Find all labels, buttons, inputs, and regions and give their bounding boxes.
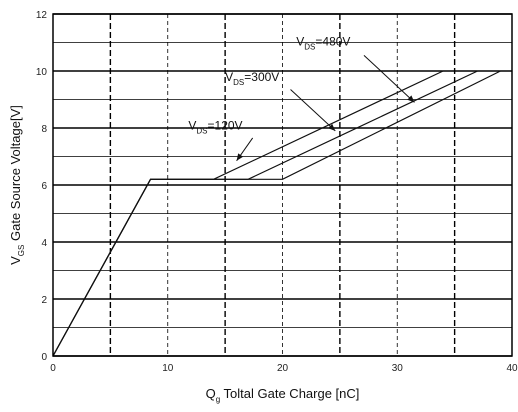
annotations: VDS=120V VDS=300V VDS=480V <box>188 34 415 162</box>
y-tick-label: 2 <box>41 295 47 306</box>
x-tick-label: 10 <box>162 363 174 374</box>
annotation-arrowhead-3 <box>407 95 415 103</box>
y-tick-label: 8 <box>41 124 47 135</box>
annotation-arrowhead-2 <box>328 123 336 131</box>
y-tick-label: 4 <box>41 238 47 249</box>
y-tick-label: 10 <box>36 67 48 78</box>
series-lines <box>52 70 501 357</box>
tick-labels: 0 10 20 30 40 0 2 4 6 8 10 12 <box>36 10 518 374</box>
grid <box>52 13 513 357</box>
x-axis-label: Qg Toltal Gate Charge [nC] <box>206 386 360 404</box>
x-tick-label: 20 <box>277 363 289 374</box>
x-tick-label: 30 <box>392 363 404 374</box>
series-line-3 <box>52 70 501 357</box>
vds-annotation-2: VDS=300V <box>225 70 279 87</box>
vds-annotation-3: VDS=480V <box>296 34 350 51</box>
annotation-leader-3 <box>363 54 415 103</box>
plot-frame <box>52 13 513 357</box>
annotation-arrowhead-1 <box>236 153 244 161</box>
y-tick-label: 12 <box>36 10 48 21</box>
y-tick-label: 6 <box>41 181 47 192</box>
x-tick-label: 0 <box>50 363 56 374</box>
annotation-leader-2 <box>290 89 336 132</box>
y-axis-label: VGS Gate Source Voltage[V] <box>8 105 26 265</box>
x-tick-label: 40 <box>506 363 518 374</box>
y-tick-label: 0 <box>41 352 47 363</box>
vds-annotation-1: VDS=120V <box>188 118 242 135</box>
